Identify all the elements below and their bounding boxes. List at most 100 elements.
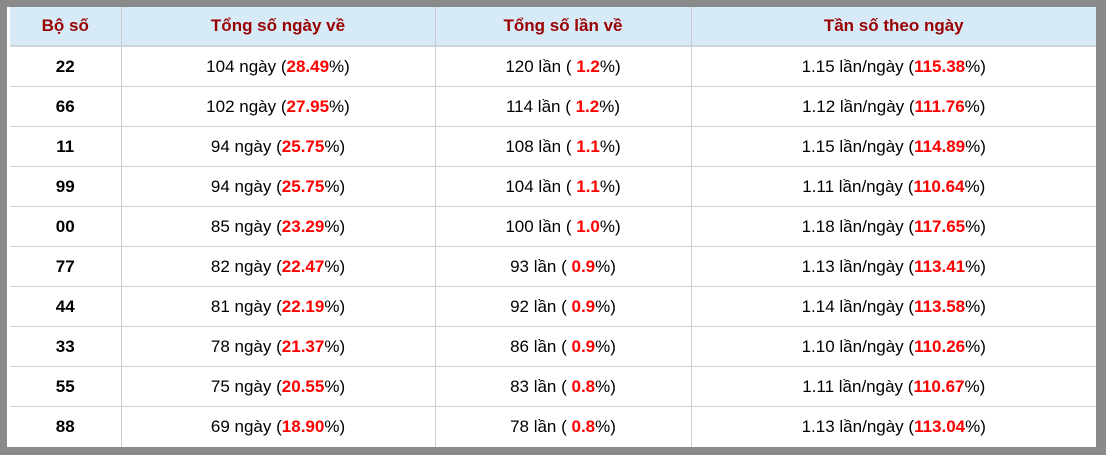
freq-text: 1.14 lần/ngày ( (801, 296, 915, 316)
days-percent: 20.55 (281, 376, 325, 396)
pair-cell: 66 (10, 86, 121, 127)
days-percent: 25.75 (281, 176, 325, 196)
frequency-cell: 1.15 lần/ngày (115.38%) (690, 46, 1096, 87)
total-times-cell: 108 lần ( 1.1%) (434, 126, 691, 167)
freq-text: 1.13 lần/ngày ( (801, 417, 915, 436)
total-days-cell: 69 ngày (18.90%) (120, 406, 435, 447)
frequency-cell: 1.10 lần/ngày (110.26%) (690, 326, 1096, 367)
times-text: 83 lần ( (510, 376, 572, 396)
total-times-cell: 78 lần ( 0.8%) (434, 406, 691, 447)
freq-text: 1.13 lần/ngày ( (801, 256, 915, 276)
pair-number: 99 (55, 176, 75, 196)
times-text-close: %) (599, 216, 621, 236)
freq-text: 1.15 lần/ngày ( (801, 56, 915, 76)
table-row: 11 94 ngày (25.75%) 108 lần ( 1.1%) 1.15… (10, 126, 1096, 167)
freq-percent: 113.41 (914, 256, 966, 276)
pair-number: 77 (55, 256, 75, 276)
times-percent: 0.9 (571, 336, 596, 356)
frequency-cell: 1.18 lần/ngày (117.65%) (690, 206, 1096, 247)
freq-percent: 113.04 (914, 417, 966, 436)
pair-cell: 88 (10, 407, 121, 448)
frequency-cell: 1.11 lần/ngày (110.67%) (690, 366, 1096, 407)
table-row: 88 69 ngày (18.90%) 78 lần ( 0.8%) 1.13 … (10, 406, 1096, 448)
pair-cell: 22 (10, 46, 121, 87)
total-times-cell: 100 lần ( 1.0%) (434, 206, 691, 247)
total-times-cell: 92 lần ( 0.9%) (434, 286, 691, 327)
times-text-close: %) (599, 96, 621, 116)
times-text: 86 lần ( (510, 336, 572, 356)
freq-text-close: %) (965, 296, 986, 316)
pair-number: 11 (56, 136, 75, 156)
freq-text: 1.11 lần/ngày ( (802, 376, 914, 396)
total-days-cell: 94 ngày (25.75%) (120, 166, 435, 207)
total-days-cell: 104 ngày (28.49%) (120, 46, 435, 87)
pair-cell: 99 (10, 166, 121, 207)
col-header-total-times: Tổng số lần về (434, 7, 691, 47)
times-text: 92 lần ( (510, 296, 572, 316)
times-text: 114 lần ( (505, 96, 576, 116)
total-times-cell: 86 lần ( 0.9%) (434, 326, 691, 367)
times-text-close: %) (595, 296, 616, 316)
times-percent: 0.9 (571, 296, 596, 316)
pair-cell: 77 (10, 246, 121, 287)
frequency-cell: 1.11 lần/ngày (110.64%) (690, 166, 1096, 207)
freq-percent: 111.76 (914, 96, 965, 116)
freq-text-close: %) (965, 336, 986, 356)
times-percent: 0.9 (571, 256, 596, 276)
times-percent: 1.1 (576, 176, 600, 196)
days-text: 94 ngày ( (210, 176, 282, 196)
frequency-cell: 1.13 lần/ngày (113.41%) (690, 246, 1096, 287)
table-row: 55 75 ngày (20.55%) 83 lần ( 0.8%) 1.11 … (10, 366, 1096, 407)
days-text-close: %) (324, 136, 346, 156)
freq-percent: 110.26 (914, 336, 966, 356)
times-percent: 1.2 (575, 96, 600, 116)
freq-percent: 110.67 (913, 376, 965, 396)
pair-cell: 00 (10, 206, 121, 247)
days-percent: 28.49 (286, 56, 330, 76)
times-text-close: %) (599, 176, 621, 196)
days-percent: 22.19 (281, 296, 325, 316)
col-header-pair: Bộ số (10, 7, 121, 47)
freq-text-close: %) (965, 256, 986, 276)
days-text: 78 ngày ( (210, 336, 282, 356)
times-text-close: %) (595, 256, 616, 276)
total-times-cell: 120 lần ( 1.2%) (434, 46, 691, 87)
days-text: 69 ngày ( (210, 417, 282, 436)
col-header-frequency: Tần số theo ngày (690, 7, 1096, 47)
total-days-cell: 102 ngày (27.95%) (120, 86, 435, 127)
freq-text-close: %) (965, 417, 986, 436)
freq-text-close: %) (964, 376, 986, 396)
pair-number: 00 (55, 216, 75, 236)
times-percent: 1.1 (576, 136, 600, 156)
pair-number: 22 (55, 56, 75, 76)
header-row: Bộ số Tổng số ngày về Tổng số lần về Tần… (10, 7, 1096, 47)
pair-cell: 11 (10, 126, 121, 167)
pair-number: 88 (55, 417, 75, 436)
times-percent: 0.8 (571, 376, 596, 396)
pair-number: 33 (55, 336, 75, 356)
times-text: 93 lần ( (510, 256, 572, 276)
days-text-close: %) (324, 296, 346, 316)
days-text: 75 ngày ( (210, 376, 282, 396)
total-days-cell: 81 ngày (22.19%) (120, 286, 435, 327)
col-header-total-days: Tổng số ngày về (120, 7, 435, 47)
times-text-close: %) (595, 336, 616, 356)
times-text-close: %) (599, 136, 621, 156)
table-row: 00 85 ngày (23.29%) 100 lần ( 1.0%) 1.18… (10, 206, 1096, 247)
freq-text-close: %) (965, 136, 986, 156)
days-text-close: %) (324, 417, 346, 436)
freq-text-close: %) (965, 56, 986, 76)
freq-percent: 110.64 (913, 176, 965, 196)
frequency-cell: 1.12 lần/ngày (111.76%) (690, 86, 1096, 127)
days-percent: 18.90 (281, 417, 325, 436)
times-text: 78 lần ( (510, 417, 572, 436)
total-days-cell: 82 ngày (22.47%) (120, 246, 435, 287)
times-percent: 0.8 (571, 417, 596, 436)
frequency-cell: 1.13 lần/ngày (113.04%) (690, 406, 1096, 447)
pair-number: 44 (55, 296, 75, 316)
times-text: 100 lần ( (505, 216, 577, 236)
table-row: 22 104 ngày (28.49%) 120 lần ( 1.2%) 1.1… (10, 46, 1096, 87)
freq-percent: 114.89 (914, 136, 966, 156)
times-text-close: %) (595, 376, 616, 396)
